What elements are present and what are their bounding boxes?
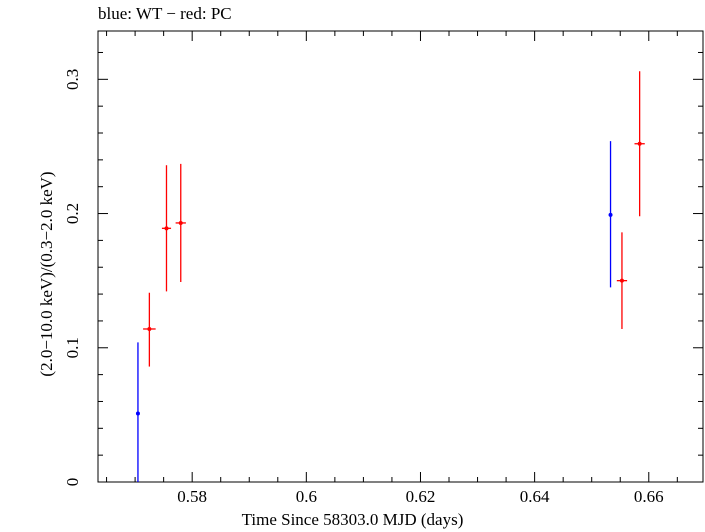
chart-title: blue: WT − red: PC [98, 4, 232, 23]
y-tick-label: 0.2 [63, 203, 82, 224]
y-tick-label: 0.3 [63, 69, 82, 90]
x-tick-label: 0.58 [177, 487, 207, 506]
y-tick-label: 0.1 [63, 337, 82, 358]
x-tick-label: 0.64 [520, 487, 550, 506]
data-point-wt [135, 411, 140, 416]
x-axis-label: Time Since 58303.0 MJD (days) [241, 510, 464, 529]
data-point-pc [619, 278, 624, 283]
y-tick-label: 0 [63, 478, 82, 487]
x-tick-label: 0.6 [296, 487, 317, 506]
data-point-wt [608, 212, 613, 217]
data-point-pc [164, 226, 169, 231]
data-point-pc [637, 141, 642, 146]
data-point-pc [147, 326, 152, 331]
x-tick-label: 0.62 [406, 487, 436, 506]
x-tick-label: 0.66 [634, 487, 664, 506]
data-point-pc [178, 220, 183, 225]
plot-frame [97, 30, 704, 483]
